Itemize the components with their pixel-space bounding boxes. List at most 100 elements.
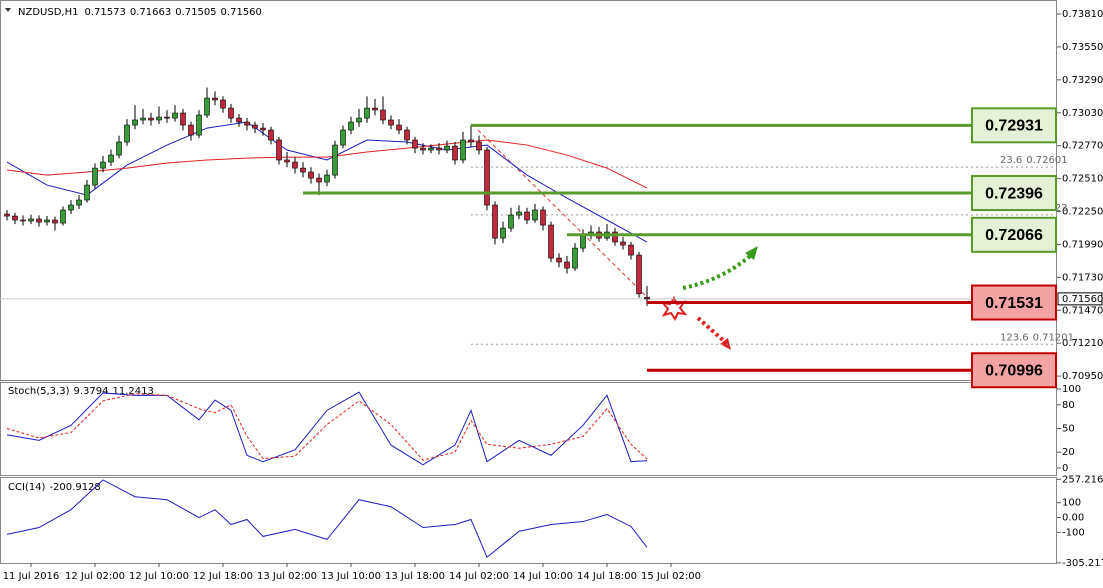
y-tick-label: -100 [1062,527,1085,538]
candle-body [196,114,202,136]
candle-body [452,145,458,161]
up-arrowhead [745,246,758,260]
trend-line [477,129,651,301]
candle-body [476,141,482,151]
y-tick-label: 0.71470 [1062,305,1103,316]
down-arrow [696,316,727,344]
level-label: 0.72931 [985,118,1043,135]
x-tick-label: 12 Jul 10:00 [129,571,189,582]
candle-body [388,119,394,126]
candle-body [436,147,442,151]
y-tick-label: 0.72250 [1062,207,1103,218]
candle-body [620,241,626,246]
up-arrow [682,254,752,290]
candle-body [260,127,266,131]
candle-body [268,129,274,141]
y-tick-label: 80 [1062,400,1075,411]
x-tick-label: 15 Jul 02:00 [641,571,701,582]
x-tick-label: 13 Jul 02:00 [257,571,317,582]
y-tick-label: 0.71730 [1062,272,1103,283]
level-label: 0.71531 [985,295,1043,312]
candle-body [4,213,10,217]
candle-body [116,141,122,156]
candle-body [364,107,370,119]
candle-body [468,139,474,143]
x-tick-label: 14 Jul 18:00 [577,571,637,582]
y-tick-label: 257.2162 [1062,474,1103,485]
price-tag-label: 0.71560 [1062,294,1103,305]
candle-body [628,244,634,256]
candle-body [444,145,450,151]
fib-price: 0.71201 [1033,332,1074,343]
price-tag [1057,292,1103,306]
candle-body [380,109,386,121]
x-tick-label: 14 Jul 10:00 [513,571,573,582]
indicator-line [6,139,648,189]
candle-body [484,149,490,206]
candle-body [164,116,170,119]
fib-ratio: 123.6 [1000,332,1029,343]
y-tick-label: 0.73810 [1062,9,1103,20]
x-tick-label: 13 Jul 18:00 [385,571,445,582]
candle-body [228,107,234,119]
candle-body [460,139,466,161]
candle-body [580,234,586,249]
candle-body [348,121,354,131]
price-panel [0,0,1057,381]
candle-body [500,227,506,239]
y-tick-label: -305.2174 [1062,558,1103,569]
candle-body [420,147,426,151]
candle-body [564,261,570,269]
candle-body [308,171,314,179]
level-box [971,175,1057,212]
candle-body [572,247,578,269]
fib-label: 23.6 0.72601 [1000,155,1068,166]
candle-body [12,215,18,221]
indicator-line [6,479,648,559]
candle-body [244,121,250,126]
y-tick-label: 20 [1062,447,1075,458]
menu-marker [5,8,11,12]
y-tick-label: 0.72770 [1062,141,1103,152]
indicator-name: Stoch(5,3,3) [8,386,70,397]
readout: 11.2413 [112,386,153,397]
candle-body [356,117,362,123]
candle-body [516,211,522,216]
candle-body [236,117,242,123]
x-tick-label: 13 Jul 10:00 [321,571,381,582]
symbol: NZDUSD,H1 [18,7,78,18]
close: 0.71560 [221,7,262,18]
header: NZDUSD,H1 0.71573 0.71663 0.71505 0.71560 [18,7,262,18]
level-box [971,284,1057,321]
fib-ratio: 23.6 [1000,155,1022,166]
candle-body [532,209,538,221]
level-box [971,352,1057,389]
candle-body [132,119,138,126]
x-tick-label: 11 Jul 2016 [3,571,60,582]
candle-body [428,147,434,151]
candle-body [340,129,346,146]
indicator-line [6,391,648,466]
cci-header: CCI(14) -200.9128 [8,482,101,493]
level-label: 0.70996 [985,362,1043,379]
candle-body [332,144,338,176]
y-tick-label: 100 [1062,498,1081,509]
y-tick-label: 0.73290 [1062,75,1103,86]
y-tick-label: 0.73550 [1062,42,1103,53]
candle-body [404,129,410,141]
candle-body [492,204,498,239]
candle-body [44,219,50,223]
candle-body [636,254,642,295]
candle-body [252,124,258,129]
readout: -200.9128 [49,482,100,493]
y-tick-label: 0.71990 [1062,239,1103,250]
stoch-header: Stoch(5,3,3) 9.3794 11.2413 [8,386,154,397]
candle-body [300,167,306,173]
candle-body [204,97,210,116]
level-box [971,107,1057,144]
candle-body [540,209,546,226]
y-tick-label: 0.70950 [1062,371,1103,382]
candle-body [36,218,42,223]
x-tick-label: 14 Jul 02:00 [449,571,509,582]
